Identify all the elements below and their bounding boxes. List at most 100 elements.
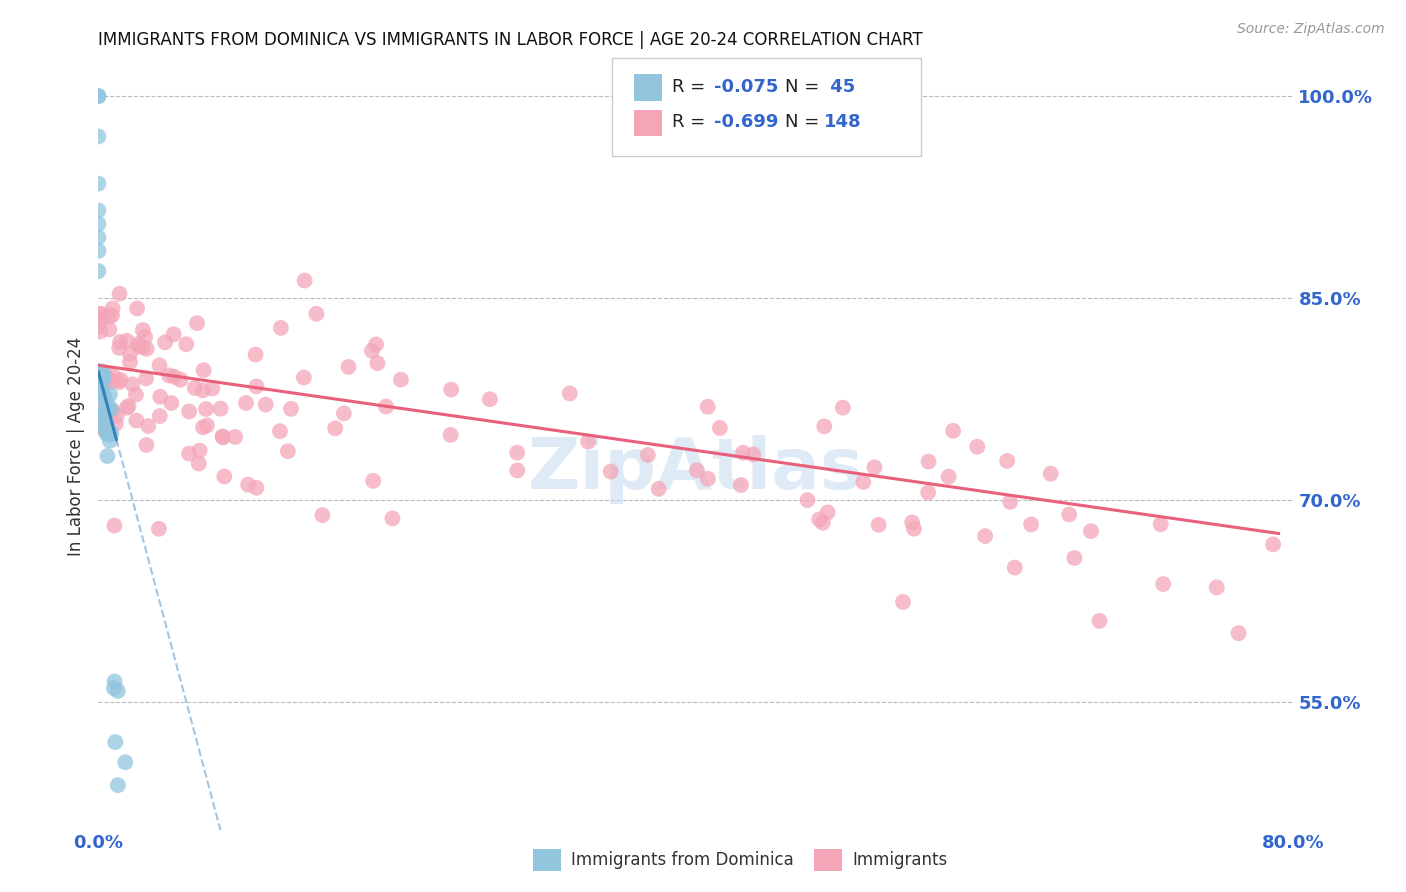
Point bbox=[1057, 508, 1080, 522]
Point bbox=[191, 420, 214, 434]
Point bbox=[120, 347, 142, 361]
Text: Immigrants from Dominica: Immigrants from Dominica bbox=[571, 851, 793, 869]
Point bbox=[269, 424, 291, 438]
Point bbox=[104, 417, 127, 431]
Point bbox=[87, 417, 110, 432]
Point bbox=[108, 334, 131, 349]
Point bbox=[96, 397, 118, 411]
Point bbox=[118, 355, 141, 369]
Point bbox=[110, 373, 132, 387]
Point bbox=[149, 409, 172, 423]
Point bbox=[389, 373, 412, 387]
Point bbox=[998, 495, 1021, 509]
Point bbox=[163, 369, 186, 384]
Point bbox=[87, 370, 110, 384]
Point bbox=[90, 307, 112, 321]
Point bbox=[97, 371, 120, 385]
Point bbox=[125, 413, 148, 427]
Y-axis label: In Labor Force | Age 20-24: In Labor Force | Age 20-24 bbox=[66, 336, 84, 556]
Point bbox=[121, 377, 143, 392]
Point bbox=[93, 369, 115, 384]
Point bbox=[686, 463, 709, 477]
Point bbox=[195, 418, 218, 433]
Point bbox=[91, 391, 114, 405]
Point bbox=[212, 430, 235, 444]
Point bbox=[903, 522, 925, 536]
Point bbox=[101, 403, 124, 417]
Point bbox=[91, 365, 114, 379]
Point bbox=[478, 392, 501, 407]
Point bbox=[184, 381, 207, 395]
Point bbox=[1205, 581, 1227, 595]
Point bbox=[1039, 467, 1062, 481]
Point bbox=[101, 374, 124, 388]
Point bbox=[136, 419, 159, 434]
Point bbox=[87, 409, 110, 423]
Point bbox=[974, 529, 997, 543]
Point bbox=[966, 440, 988, 454]
Point bbox=[224, 430, 246, 444]
Point bbox=[337, 359, 360, 374]
Text: -0.699: -0.699 bbox=[714, 113, 779, 131]
Point bbox=[361, 343, 384, 358]
Point bbox=[323, 421, 346, 435]
Point bbox=[863, 460, 886, 475]
Point bbox=[115, 334, 138, 348]
Text: Immigrants: Immigrants bbox=[852, 851, 948, 869]
Point bbox=[105, 409, 128, 423]
Point bbox=[89, 325, 111, 339]
Point bbox=[1088, 614, 1111, 628]
Point bbox=[127, 301, 149, 316]
Point bbox=[245, 481, 267, 495]
Point bbox=[96, 427, 118, 442]
Text: Source: ZipAtlas.com: Source: ZipAtlas.com bbox=[1237, 22, 1385, 37]
Point bbox=[808, 512, 831, 526]
Point bbox=[333, 406, 356, 420]
Point bbox=[87, 203, 110, 218]
Point bbox=[942, 424, 965, 438]
Point bbox=[576, 434, 599, 449]
Point bbox=[938, 469, 960, 483]
Point bbox=[852, 475, 875, 489]
Text: N =: N = bbox=[785, 78, 824, 95]
Point bbox=[187, 457, 209, 471]
Point bbox=[127, 337, 149, 351]
Point bbox=[917, 455, 939, 469]
Point bbox=[98, 427, 121, 442]
Point bbox=[87, 89, 110, 103]
Point bbox=[96, 449, 118, 463]
Point bbox=[696, 400, 718, 414]
Point bbox=[135, 342, 157, 356]
Point bbox=[648, 482, 671, 496]
Point bbox=[599, 465, 621, 479]
Point bbox=[292, 370, 315, 384]
Point bbox=[305, 307, 328, 321]
Point bbox=[87, 129, 110, 144]
Point bbox=[163, 327, 186, 342]
Point bbox=[742, 447, 765, 461]
Point bbox=[103, 681, 125, 696]
Point bbox=[91, 375, 114, 389]
Point bbox=[97, 371, 120, 385]
Point bbox=[440, 383, 463, 397]
Point bbox=[1149, 517, 1171, 532]
Point bbox=[93, 375, 115, 389]
Point bbox=[87, 307, 110, 321]
Point bbox=[506, 445, 529, 459]
Point bbox=[125, 387, 148, 401]
Point bbox=[236, 477, 259, 491]
Point bbox=[132, 340, 155, 354]
Point bbox=[108, 286, 131, 301]
Point bbox=[811, 516, 834, 530]
Point bbox=[311, 508, 333, 523]
Text: 148: 148 bbox=[824, 113, 862, 131]
Point bbox=[107, 778, 129, 792]
Point bbox=[831, 401, 853, 415]
Point bbox=[87, 364, 110, 378]
Point bbox=[117, 399, 139, 413]
Point bbox=[91, 413, 114, 427]
Point bbox=[160, 396, 183, 410]
Point bbox=[157, 368, 180, 383]
Point bbox=[89, 408, 111, 422]
Point bbox=[148, 522, 170, 536]
